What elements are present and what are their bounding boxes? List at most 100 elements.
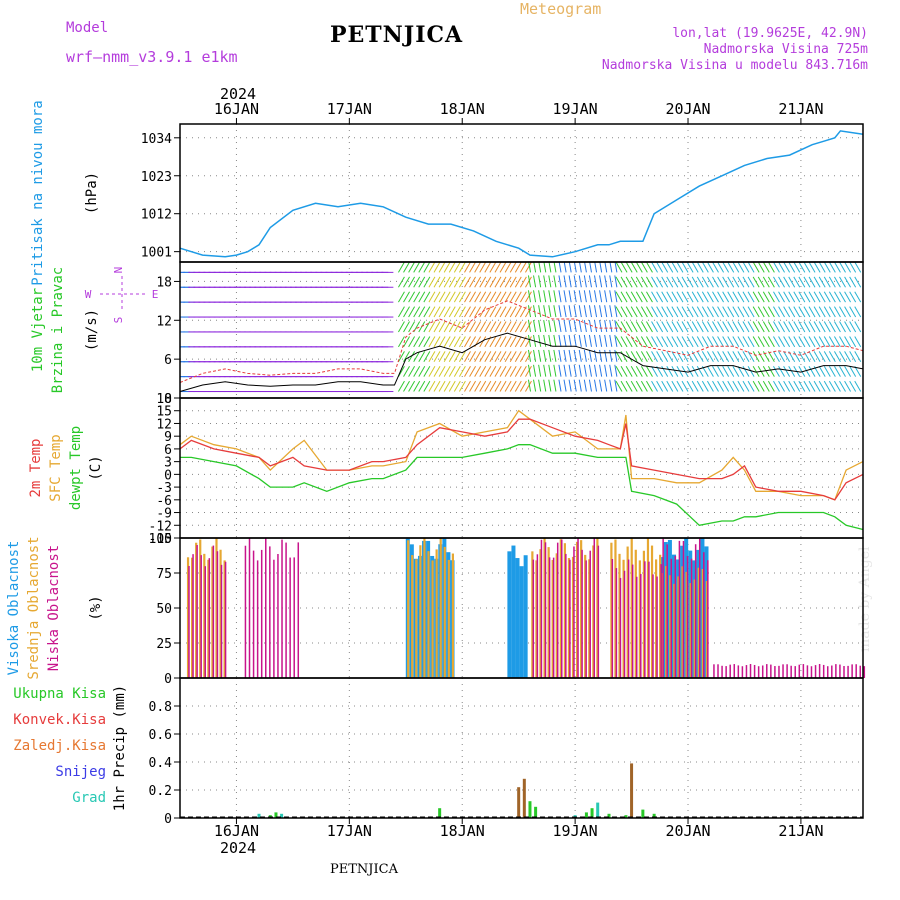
- cloud-low-bar: [859, 665, 862, 678]
- wind-arrow: [558, 334, 562, 347]
- wind-arrow: [696, 336, 704, 348]
- wind-arrow: [609, 364, 613, 377]
- wind-arrow: [525, 336, 532, 348]
- wind-arrow: [499, 380, 507, 392]
- wind-arrow: [666, 365, 674, 377]
- wind-arrow: [671, 365, 679, 377]
- wind-arrow: [494, 380, 502, 392]
- wind-arrow: [504, 351, 512, 362]
- wind-arrow: [712, 336, 719, 348]
- wind-arrow: [742, 291, 750, 303]
- wind-arrow: [839, 351, 846, 362]
- wind-arrow: [609, 349, 613, 362]
- wind-arrow: [398, 321, 405, 333]
- wind-arrow: [651, 321, 658, 333]
- cloud-low-bar: [532, 559, 535, 678]
- wind-arrow: [538, 364, 542, 377]
- precip-bar: [522, 778, 526, 818]
- wind-arrow: [778, 262, 785, 273]
- wind-arrow: [548, 364, 552, 377]
- wind-arrow: [666, 351, 674, 362]
- wind-arrow: [527, 320, 532, 333]
- precip-bar: [630, 763, 634, 818]
- wind-arrow: [661, 262, 669, 273]
- y-tick-label: 0: [164, 392, 172, 407]
- wind-arrow: [712, 380, 719, 392]
- wind-arrow: [742, 276, 750, 288]
- wind-arrow: [818, 262, 826, 273]
- cloud-low-bar: [277, 553, 279, 678]
- y-tick-label: 100: [149, 532, 172, 547]
- cloud-mid-bar: [584, 554, 587, 678]
- wind-arrow: [625, 336, 633, 348]
- wind-arrow: [788, 365, 796, 377]
- wind-arrow: [538, 379, 542, 392]
- wind-arrow: [686, 336, 694, 348]
- y-tick-label: 1034: [141, 132, 172, 147]
- wind-arrow: [625, 351, 633, 362]
- wind-arrow: [701, 321, 709, 333]
- cloud-low-bar: [548, 557, 551, 678]
- wind-arrow: [403, 262, 410, 273]
- cloud-low-bar: [627, 559, 630, 678]
- cloud-mid-bar: [539, 549, 542, 678]
- wind-arrow: [666, 380, 674, 392]
- wind-arrow: [818, 321, 826, 333]
- wind-arrow: [620, 351, 628, 362]
- wind-arrow: [533, 349, 537, 362]
- wind-arrow: [808, 380, 816, 392]
- wind-arrow: [423, 262, 431, 273]
- cloud-low-bar: [200, 555, 202, 678]
- precip-bar: [274, 812, 278, 818]
- wind-arrow: [640, 306, 648, 318]
- y-tick-label: 18: [156, 392, 172, 407]
- wind-arrow: [737, 276, 745, 288]
- wind-label-a: 10m Vjetar: [30, 288, 46, 372]
- wind-arrow: [793, 306, 801, 318]
- wind-arrow: [563, 379, 567, 392]
- cloud-low-bar: [644, 561, 646, 678]
- wind-arrow: [443, 262, 451, 273]
- wind-arrow: [484, 306, 492, 318]
- cloud-mid-bar: [543, 538, 546, 678]
- wind-label-b: Brzina i Pravac: [50, 267, 66, 393]
- wind-arrow: [839, 380, 846, 392]
- wind-arrow: [433, 262, 441, 273]
- wind-arrow: [635, 365, 643, 377]
- wind-arrow: [418, 276, 426, 288]
- wind-arrow: [403, 306, 410, 318]
- wind-arrow: [727, 262, 735, 273]
- wind-arrow: [706, 321, 714, 333]
- wind-arrow: [479, 365, 487, 377]
- cloud-low-bar: [770, 664, 772, 678]
- y-tick-label: -6: [156, 494, 172, 509]
- wind-arrow: [828, 380, 836, 392]
- wind-arrow: [525, 351, 532, 362]
- wind-arrow: [844, 336, 852, 348]
- wind-arrow: [798, 306, 806, 318]
- wind-arrow: [630, 321, 638, 333]
- wind-arrow: [793, 262, 801, 273]
- cloud-mid-bar: [451, 553, 454, 678]
- wind-arrow: [464, 365, 471, 377]
- wind-arrow: [484, 365, 492, 377]
- day-label-top: 16JAN: [214, 100, 259, 118]
- wind-arrow: [630, 262, 638, 273]
- cloud-low-bar: [561, 539, 563, 678]
- wind-arrow: [469, 365, 477, 377]
- wind-arrow: [479, 291, 487, 303]
- wind-arrow: [747, 351, 755, 362]
- wind-arrow: [408, 276, 416, 288]
- wind-gust-line: [179, 300, 864, 383]
- wind-arrow: [839, 306, 846, 318]
- wind-arrow: [808, 306, 816, 318]
- wind-arrow: [514, 336, 522, 348]
- wind-arrow: [408, 351, 416, 362]
- wind-arrow: [433, 321, 441, 333]
- cloud-low-bar: [707, 560, 709, 678]
- y-tick-label: 0: [164, 468, 172, 483]
- wind-arrow: [671, 351, 679, 362]
- cloud-mid-bar: [630, 538, 633, 678]
- wind-arrow: [706, 276, 714, 288]
- wind-arrow: [418, 351, 426, 362]
